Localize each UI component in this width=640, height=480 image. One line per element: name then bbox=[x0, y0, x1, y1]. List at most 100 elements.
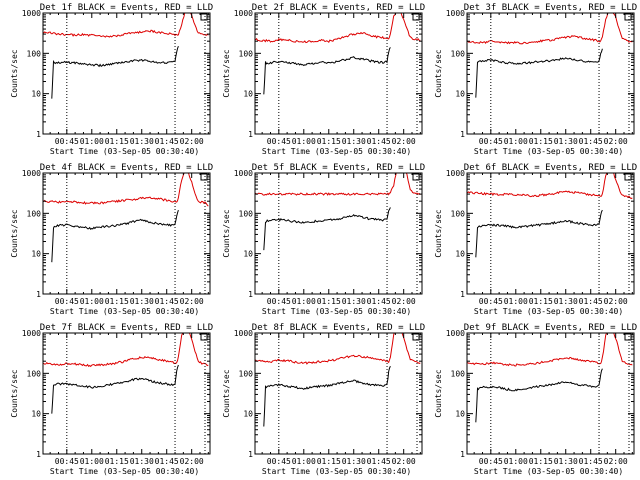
x-axis-label: Start Time (03-Sep-05 00:30:40) bbox=[262, 147, 411, 156]
chart-title: Det 7f BLACK = Events, RED = LLD bbox=[40, 323, 213, 333]
series-line-lld bbox=[255, 173, 421, 196]
y-tick-label: 100 bbox=[27, 209, 42, 218]
x-tick-label: 01:00 bbox=[504, 297, 528, 306]
x-tick-label: 01:15 bbox=[105, 457, 129, 466]
chart-title: Det 5f BLACK = Events, RED = LLD bbox=[252, 163, 425, 173]
flare-marker-box bbox=[200, 173, 208, 181]
plot-area bbox=[43, 13, 209, 99]
plot-frame bbox=[466, 12, 635, 135]
plot-frame bbox=[42, 12, 211, 135]
plot-frame bbox=[254, 12, 423, 135]
chart-title: Det 8f BLACK = Events, RED = LLD bbox=[252, 323, 425, 333]
flare-marker-box bbox=[624, 333, 632, 341]
plot-frame bbox=[42, 332, 211, 455]
series-line-lld bbox=[255, 333, 421, 365]
x-tick-label: 02:00 bbox=[392, 297, 416, 306]
x-tick-label: 01:00 bbox=[292, 457, 316, 466]
series-line-lld bbox=[467, 13, 633, 45]
flare-marker-box bbox=[412, 333, 420, 341]
series-line-events bbox=[475, 48, 603, 98]
plot-area bbox=[467, 333, 633, 423]
y-tick-label: 1000 bbox=[234, 329, 253, 338]
x-tick-label: 00:45 bbox=[479, 297, 503, 306]
flare-marker-box bbox=[200, 13, 208, 21]
y-tick-label: 10 bbox=[31, 410, 41, 419]
x-tick-label: 01:45 bbox=[367, 137, 391, 146]
x-tick-label: 01:15 bbox=[529, 297, 553, 306]
x-axis-label: Start Time (03-Sep-05 00:30:40) bbox=[50, 147, 199, 156]
chart-title: Det 6f BLACK = Events, RED = LLD bbox=[464, 163, 637, 173]
x-tick-label: 01:45 bbox=[155, 137, 179, 146]
series-line-lld bbox=[43, 13, 209, 38]
y-tick-label: 10 bbox=[243, 250, 253, 259]
y-tick-label: 1 bbox=[248, 290, 253, 299]
plot-frame bbox=[42, 172, 211, 295]
series-line-lld bbox=[43, 173, 209, 207]
y-axis-label: Counts/sec bbox=[10, 49, 19, 97]
y-tick-label: 100 bbox=[239, 49, 254, 58]
y-axis-label: Counts/sec bbox=[10, 369, 19, 417]
flare-marker-box bbox=[412, 13, 420, 21]
x-tick-label: 01:15 bbox=[317, 457, 341, 466]
x-tick-label: 01:30 bbox=[554, 457, 578, 466]
y-tick-label: 1 bbox=[36, 130, 41, 139]
y-axis-label: Counts/sec bbox=[10, 209, 19, 257]
x-axis-label: Start Time (03-Sep-05 00:30:40) bbox=[474, 147, 623, 156]
chart-title: Det 3f BLACK = Events, RED = LLD bbox=[464, 3, 637, 13]
x-tick-label: 02:00 bbox=[180, 137, 204, 146]
y-axis-label: Counts/sec bbox=[222, 369, 231, 417]
y-axis-label: Counts/sec bbox=[222, 49, 231, 97]
x-tick-label: 01:15 bbox=[317, 297, 341, 306]
x-tick-label: 01:30 bbox=[342, 457, 366, 466]
y-axis-label: Counts/sec bbox=[434, 369, 443, 417]
x-axis-label: Start Time (03-Sep-05 00:30:40) bbox=[262, 467, 411, 476]
series-line-lld bbox=[255, 13, 421, 44]
x-axis-label: Start Time (03-Sep-05 00:30:40) bbox=[474, 467, 623, 476]
y-tick-label: 100 bbox=[451, 209, 466, 218]
x-tick-label: 01:45 bbox=[579, 457, 603, 466]
x-tick-label: 00:45 bbox=[479, 457, 503, 466]
chart-panel-5: Det 5f BLACK = Events, RED = LLD 1 10 100 10… bbox=[222, 163, 425, 316]
y-tick-label: 1000 bbox=[234, 9, 253, 18]
y-tick-label: 1 bbox=[36, 450, 41, 459]
plot-frame bbox=[254, 332, 423, 455]
series-line-events bbox=[263, 47, 391, 95]
x-tick-label: 02:00 bbox=[180, 457, 204, 466]
y-tick-label: 1000 bbox=[446, 9, 465, 18]
plot-area bbox=[43, 333, 209, 414]
x-tick-label: 00:45 bbox=[479, 137, 503, 146]
chart-title: Det 4f BLACK = Events, RED = LLD bbox=[40, 163, 213, 173]
x-tick-label: 01:00 bbox=[80, 297, 104, 306]
x-tick-label: 01:15 bbox=[105, 137, 129, 146]
chart-title: Det 9f BLACK = Events, RED = LLD bbox=[464, 323, 637, 333]
plot-frame bbox=[254, 172, 423, 295]
y-tick-label: 1000 bbox=[22, 9, 41, 18]
x-tick-label: 01:15 bbox=[529, 457, 553, 466]
plot-area bbox=[467, 173, 633, 258]
y-tick-label: 1 bbox=[460, 130, 465, 139]
plot-area bbox=[43, 173, 209, 263]
y-tick-label: 10 bbox=[455, 250, 465, 259]
x-tick-label: 01:30 bbox=[130, 457, 154, 466]
series-line-events bbox=[263, 207, 391, 251]
series-line-events bbox=[51, 46, 179, 99]
chart-title: Det 2f BLACK = Events, RED = LLD bbox=[252, 3, 425, 13]
y-tick-label: 100 bbox=[239, 209, 254, 218]
y-axis-label: Counts/sec bbox=[434, 209, 443, 257]
y-tick-label: 1000 bbox=[446, 329, 465, 338]
y-tick-label: 1000 bbox=[446, 169, 465, 178]
y-tick-label: 1 bbox=[36, 290, 41, 299]
flare-marker-box bbox=[624, 13, 632, 21]
series-line-events bbox=[475, 209, 603, 258]
flare-marker-box bbox=[412, 173, 420, 181]
flare-marker-box bbox=[200, 333, 208, 341]
x-tick-label: 01:15 bbox=[105, 297, 129, 306]
x-tick-label: 02:00 bbox=[392, 137, 416, 146]
series-line-events bbox=[475, 368, 603, 423]
x-tick-label: 00:45 bbox=[267, 457, 291, 466]
chart-title: Det 1f BLACK = Events, RED = LLD bbox=[40, 3, 213, 13]
y-tick-label: 100 bbox=[239, 369, 254, 378]
x-tick-label: 01:30 bbox=[342, 137, 366, 146]
chart-panel-8: Det 8f BLACK = Events, RED = LLD 1 10 100 10… bbox=[222, 323, 425, 476]
x-tick-label: 01:15 bbox=[317, 137, 341, 146]
